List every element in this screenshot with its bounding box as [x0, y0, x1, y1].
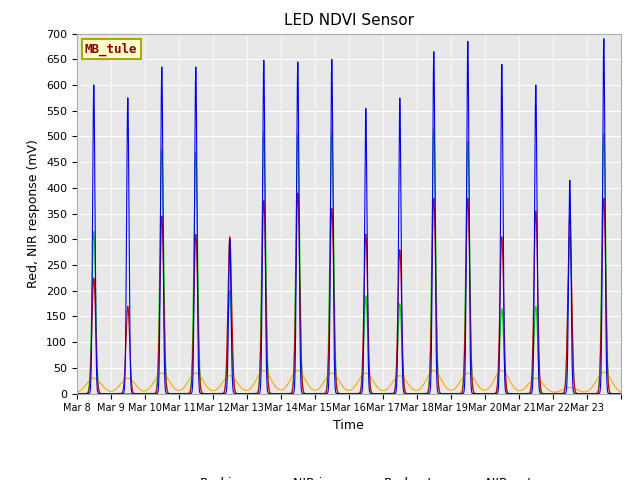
Title: LED NDVI Sensor: LED NDVI Sensor: [284, 13, 414, 28]
Text: MB_tule: MB_tule: [85, 43, 138, 56]
Legend: Red in, NIR in, Red out, NIR out: Red in, NIR in, Red out, NIR out: [160, 472, 538, 480]
Y-axis label: Red, NIR response (mV): Red, NIR response (mV): [28, 139, 40, 288]
X-axis label: Time: Time: [333, 419, 364, 432]
